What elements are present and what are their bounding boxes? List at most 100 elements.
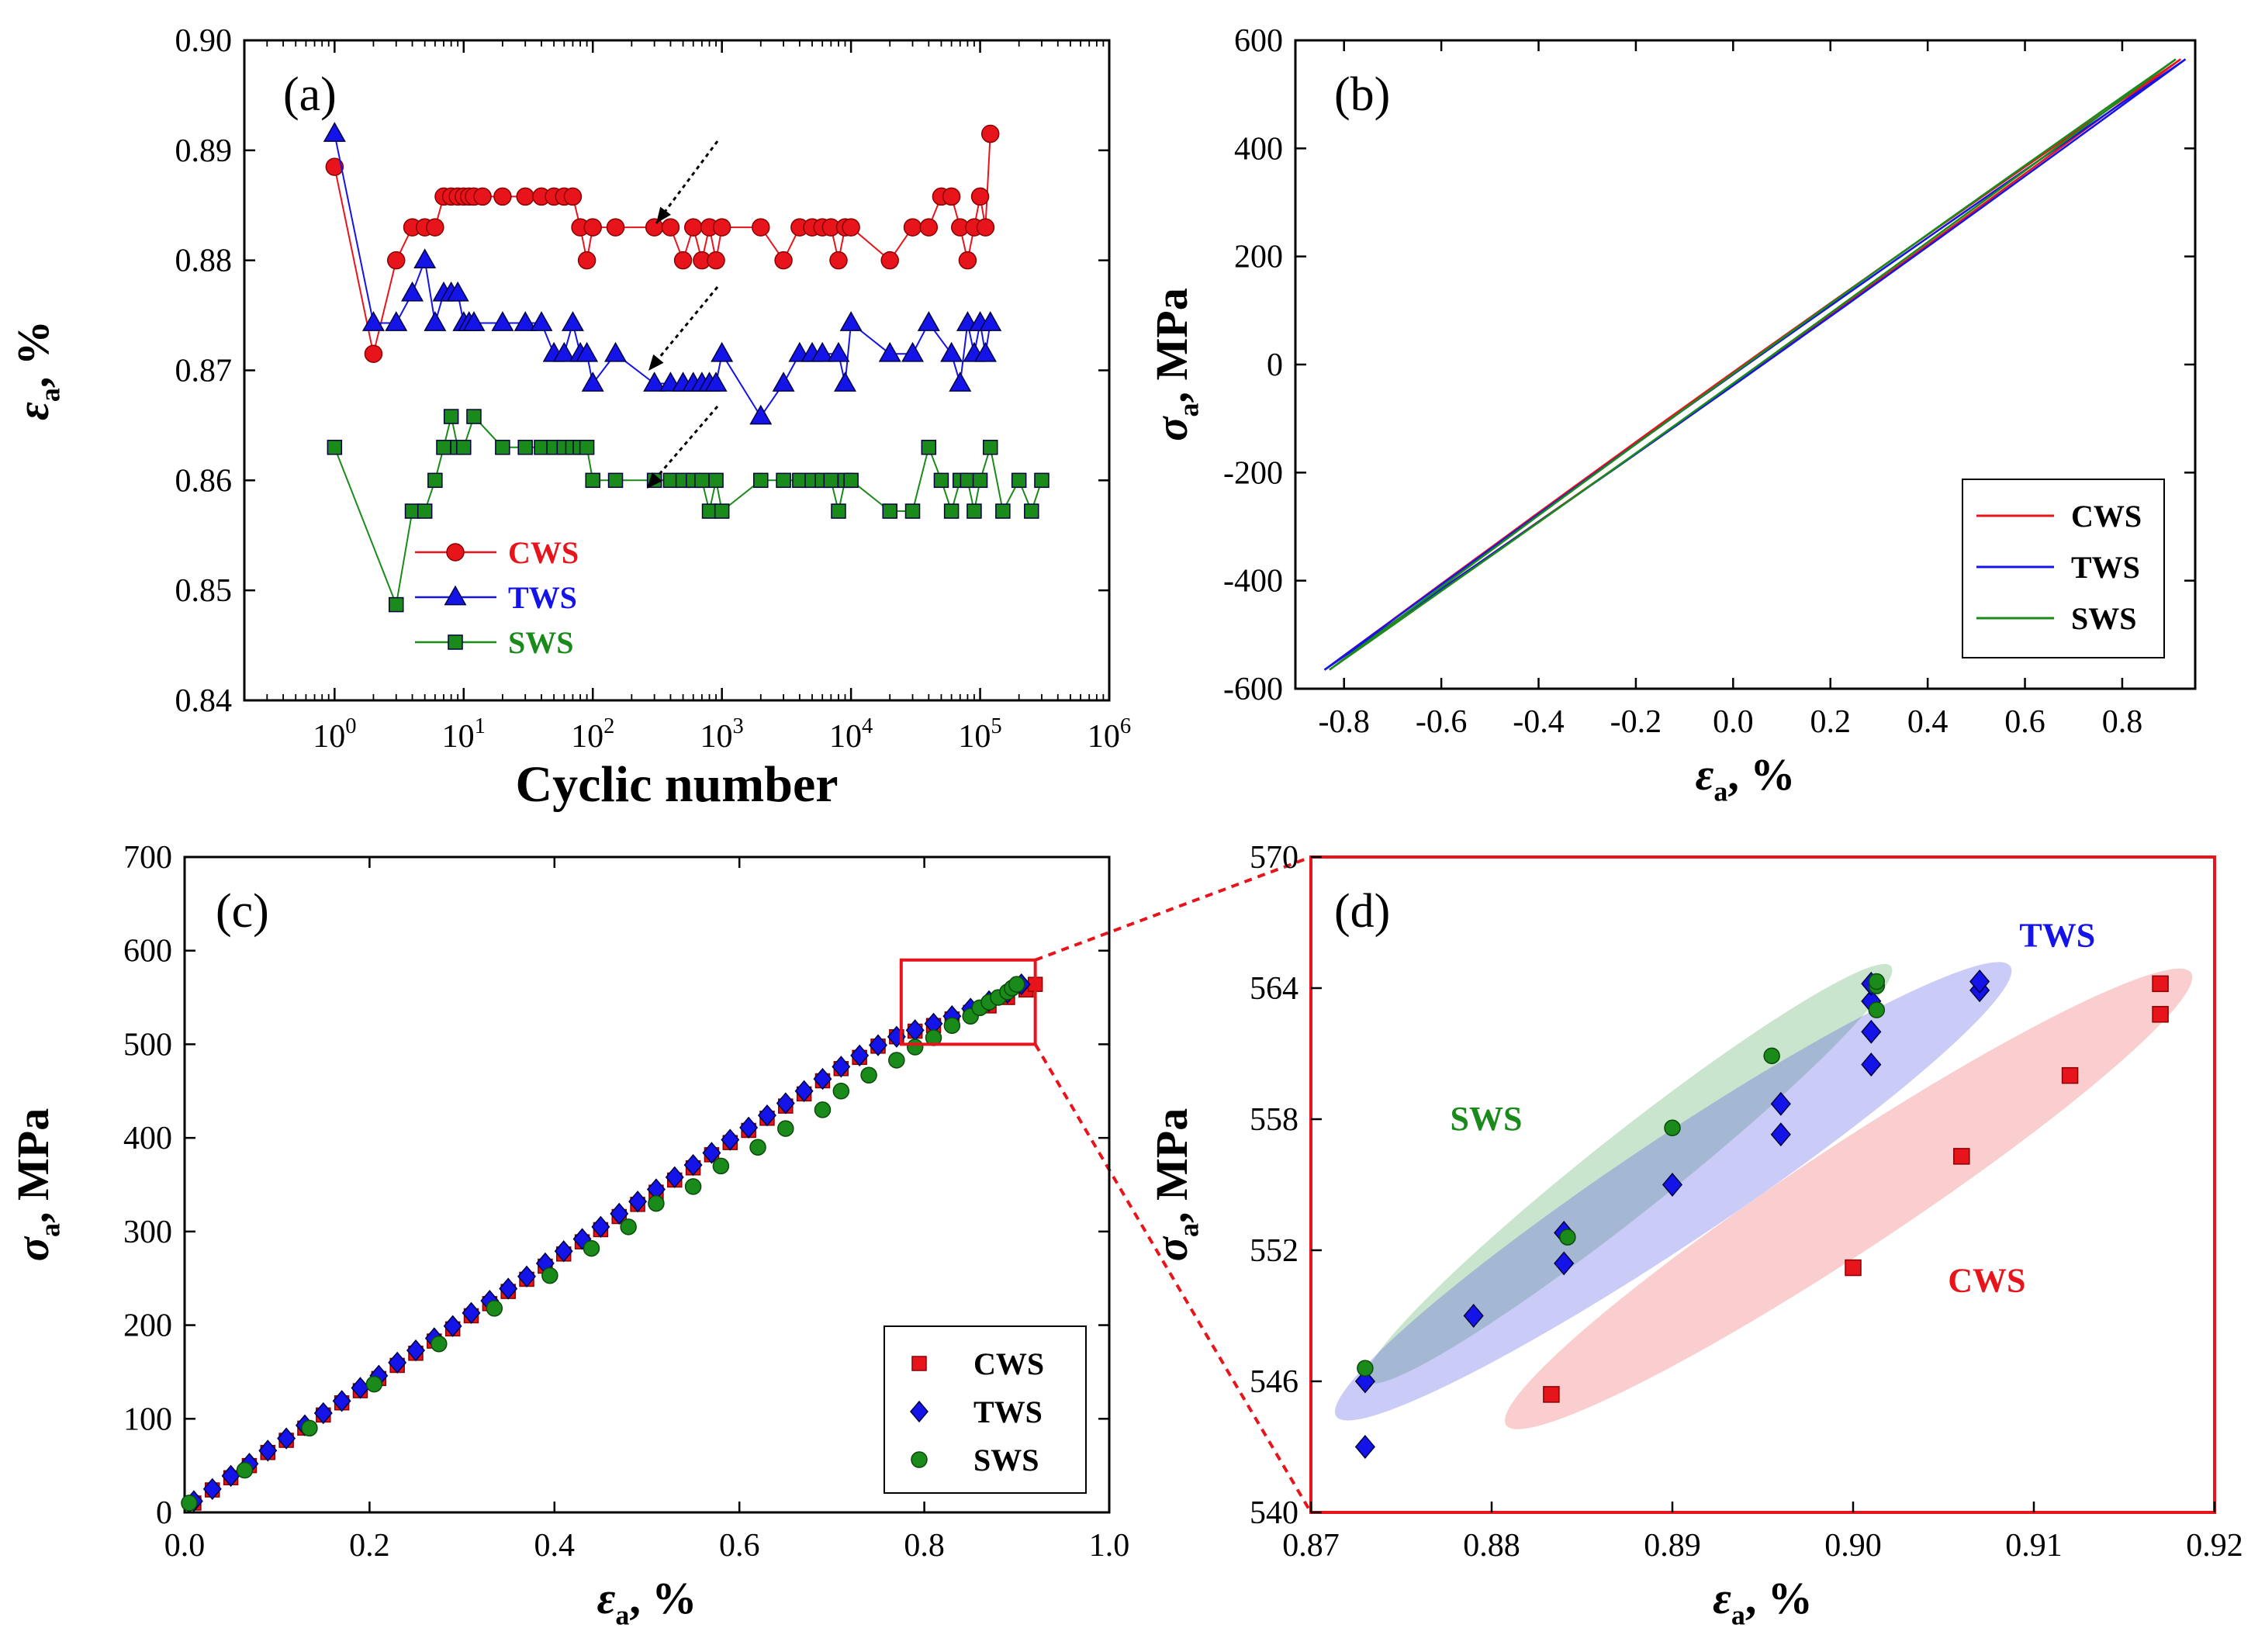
data-point-cws — [903, 218, 922, 237]
series-sws — [1357, 973, 1886, 1377]
data-point-cws — [563, 187, 583, 206]
data-point-cws — [577, 251, 597, 270]
x-axis-label: εa, % — [1713, 1573, 1813, 1631]
legend: CWS TWS SWS — [884, 1325, 1087, 1494]
data-point-tws — [313, 1401, 333, 1425]
data-point-tws — [491, 311, 514, 331]
data-point-cws — [970, 187, 990, 206]
data-point-tws — [323, 122, 346, 142]
data-point-sws — [684, 1178, 702, 1195]
data-point-tws — [794, 1080, 814, 1102]
y-tick-label: 0.85 — [175, 573, 233, 609]
y-tick-label: 0.86 — [175, 463, 233, 499]
data-point-sws — [427, 472, 443, 489]
data-point-sws — [365, 1375, 383, 1393]
data-point-tws — [388, 1351, 407, 1374]
y-tick-label: 600 — [1234, 23, 1283, 59]
y-tick-label: 558 — [1250, 1102, 1298, 1138]
legend-label-cws: CWS — [2071, 499, 2142, 534]
x-tick-label: 0.90 — [1824, 1528, 1882, 1564]
data-point-sws — [904, 503, 921, 519]
data-point-tws — [628, 1191, 648, 1213]
legend-label-sws: SWS — [973, 1443, 1039, 1477]
x-tick-label: 101 — [442, 714, 486, 755]
data-point-tws — [1861, 1019, 1882, 1044]
x-tick-label: 0.8 — [904, 1528, 945, 1564]
y-axis-label: σa, MPa — [8, 1108, 66, 1261]
data-point-tws — [401, 281, 424, 302]
y-tick-label: 0.84 — [175, 683, 233, 719]
data-point-sws — [972, 472, 988, 489]
data-point-sws — [823, 472, 839, 489]
data-point-sws — [776, 472, 791, 489]
plot-frame-red — [1309, 855, 2216, 1514]
x-tick-label: 100 — [313, 714, 356, 755]
y-tick-label: 0.90 — [175, 23, 233, 59]
legend: CWS TWS SWS — [415, 535, 579, 660]
data-point-sws — [753, 472, 769, 489]
y-tick-label: 552 — [1250, 1233, 1298, 1269]
series-sws — [327, 409, 1050, 613]
y-axis-label: εa, % — [8, 320, 66, 420]
data-point-tws — [702, 1142, 721, 1164]
data-point-tws — [979, 311, 1002, 331]
data-point-cws — [919, 218, 939, 237]
data-point-cws — [364, 344, 383, 363]
data-point-cws — [958, 251, 977, 270]
data-point-tws — [202, 1477, 222, 1500]
panel-b-hysteresis-loop-chart: -0.8 -0.6 -0.4 -0.2 0.0 0.2 0.4 0.6 0.8 -600 -400 -… — [1146, 23, 2197, 807]
legend-marker-sws — [911, 1451, 928, 1468]
data-point-tws — [776, 1092, 795, 1115]
data-point-sws — [1034, 472, 1050, 489]
data-point-sws — [1763, 1047, 1780, 1065]
zoom-connector-bottom — [1033, 1043, 1312, 1514]
data-point-cws — [606, 218, 625, 237]
data-point-sws — [436, 440, 451, 455]
data-point-sws — [943, 1017, 961, 1035]
series-cws — [1543, 975, 2169, 1403]
legend-marker-cws — [911, 1356, 927, 1371]
x-tick-label: 0.6 — [719, 1528, 760, 1564]
data-point-sws — [982, 440, 998, 455]
y-tick-label: -600 — [1223, 672, 1283, 707]
data-point-sws — [417, 503, 433, 519]
x-tick-label: -0.6 — [1416, 704, 1468, 740]
data-point-sws — [648, 1194, 665, 1212]
data-point-sws — [236, 1461, 254, 1479]
data-point-sws — [749, 1139, 766, 1156]
x-tick-label: 103 — [700, 714, 744, 755]
data-point-cws — [752, 218, 770, 237]
data-point-sws — [620, 1218, 637, 1236]
y-tick-label: 700 — [123, 840, 172, 876]
data-point-sws — [1008, 976, 1025, 993]
data-point-cws — [387, 251, 406, 270]
data-point-sws — [1357, 1360, 1374, 1377]
y-tick-label: 400 — [1234, 131, 1283, 167]
data-point-sws — [404, 503, 420, 519]
data-point-tws — [1861, 1052, 1882, 1077]
hysteresis-loop-loading-tws — [1323, 58, 2187, 671]
y-tick-label: 200 — [1234, 240, 1283, 275]
y-tick-label: 0.87 — [175, 354, 233, 389]
y-tick-label: 570 — [1250, 840, 1298, 876]
data-point-sws — [694, 472, 710, 489]
y-tick-label: 0.89 — [175, 133, 233, 169]
data-point-tws — [832, 1056, 851, 1078]
data-point-cws — [673, 251, 693, 270]
data-point-tws — [834, 372, 856, 392]
y-tick-label: 564 — [1250, 971, 1298, 1007]
data-point-tws — [443, 1315, 462, 1337]
panel-d-zoomed-scatter-chart: 0.87 0.88 0.89 0.90 0.91 0.92 540 546 552 558 564 5… — [1146, 840, 2243, 1631]
data-point-sws — [701, 503, 718, 519]
data-point-sws — [456, 440, 472, 455]
data-point-cws — [325, 157, 344, 176]
legend-marker-tws — [444, 585, 467, 606]
x-tick-label: 0.91 — [2005, 1528, 2063, 1564]
data-point-cws — [980, 124, 1000, 143]
x-tick-label: 0.4 — [1907, 704, 1949, 740]
data-point-tws — [462, 1301, 481, 1325]
data-point-sws — [301, 1419, 318, 1437]
group-label-sws: SWS — [1451, 1100, 1523, 1138]
data-point-tws — [772, 372, 795, 392]
data-point-cws — [1953, 1148, 1970, 1165]
